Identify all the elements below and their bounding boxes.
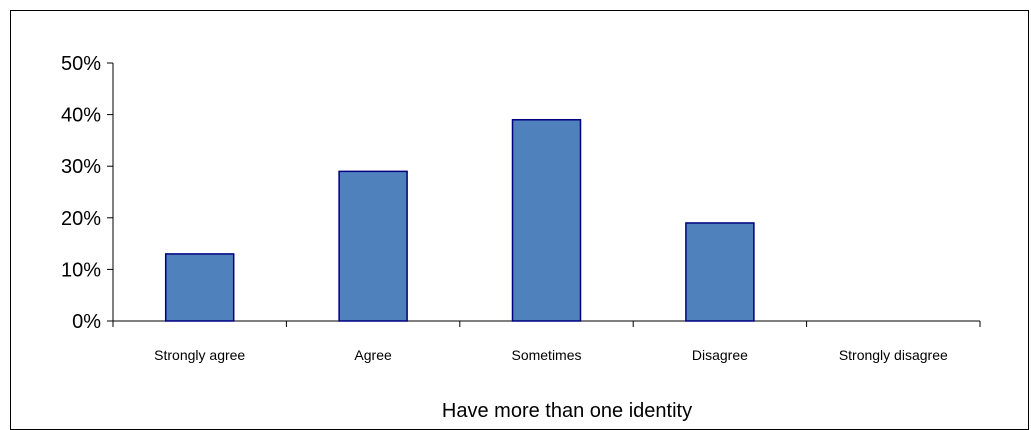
- x-category-label: Sometimes: [511, 347, 581, 363]
- x-category-label: Strongly agree: [154, 347, 245, 363]
- bar: [338, 170, 408, 322]
- y-tick-label: 50%: [61, 53, 101, 75]
- x-axis-title: Have more than one identity: [442, 400, 692, 422]
- bar: [685, 222, 755, 322]
- bar: [511, 119, 582, 322]
- x-category-label: Strongly disagree: [839, 347, 948, 363]
- bar: [164, 253, 235, 322]
- y-tick-label: 10%: [61, 259, 101, 281]
- y-tick-label: 40%: [61, 105, 101, 127]
- chart-bars: [164, 119, 755, 322]
- y-tick-label: 0%: [72, 311, 101, 333]
- y-tick-label: 20%: [61, 208, 101, 230]
- y-tick-labels: 0% 10% 20% 30% 40% 50%: [61, 53, 101, 333]
- y-tick-label: 30%: [61, 156, 101, 178]
- x-category-label: Disagree: [692, 347, 748, 363]
- x-category-labels: Strongly agree Agree Sometimes Disagree Stro…: [154, 347, 948, 363]
- x-category-label: Agree: [354, 347, 392, 363]
